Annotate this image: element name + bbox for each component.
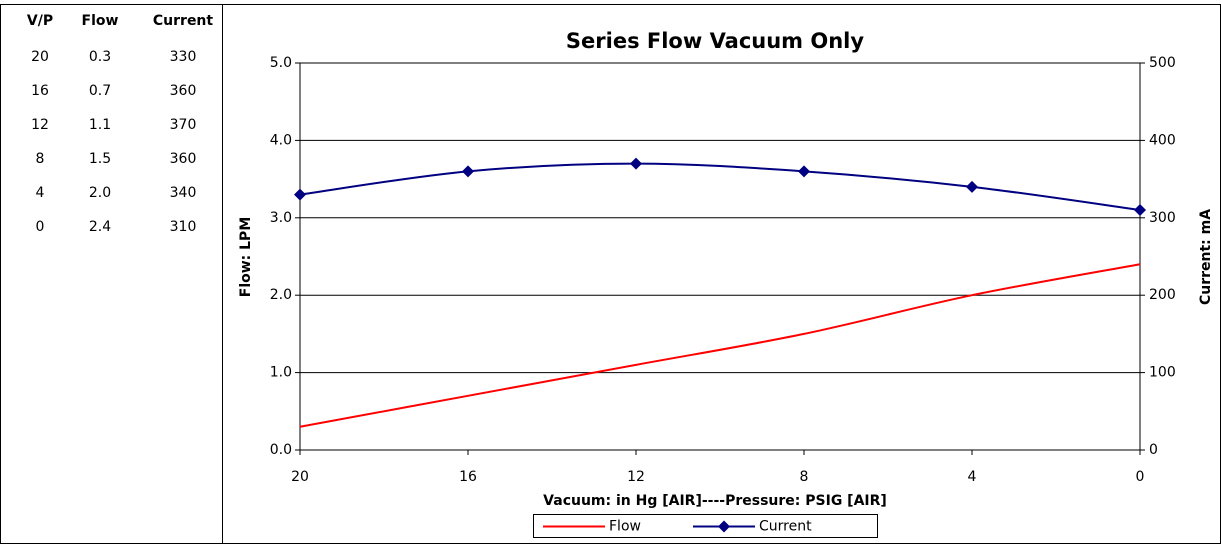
x-tick-label: 12 bbox=[627, 469, 645, 485]
table-cell: 0.7 bbox=[89, 83, 111, 99]
table-cell: 16 bbox=[31, 83, 49, 99]
x-tick-label: 8 bbox=[800, 469, 809, 485]
marker bbox=[966, 180, 978, 193]
x-tick-label: 4 bbox=[968, 469, 977, 485]
legend-marker bbox=[718, 520, 730, 533]
table-cell: 8 bbox=[36, 151, 45, 167]
y2-tick-label: 400 bbox=[1149, 132, 1176, 148]
marker bbox=[630, 157, 642, 170]
table-cell: 4 bbox=[36, 185, 45, 201]
table-header: Flow bbox=[82, 13, 119, 29]
table-header: Current bbox=[153, 13, 214, 29]
table-cell: 2.4 bbox=[89, 219, 111, 235]
marker bbox=[294, 188, 306, 201]
table-cell: 1.1 bbox=[89, 117, 111, 133]
y2-tick-label: 200 bbox=[1149, 287, 1176, 303]
y-tick-label: 5.0 bbox=[270, 55, 292, 71]
table-panel bbox=[0, 4, 223, 544]
marker bbox=[798, 165, 810, 178]
table-cell: 360 bbox=[170, 83, 197, 99]
y-tick-label: 3.0 bbox=[270, 210, 292, 226]
table-cell: 310 bbox=[170, 219, 197, 235]
table-cell: 360 bbox=[170, 151, 197, 167]
y-axis-title: Flow: LPM bbox=[238, 217, 254, 298]
table-cell: 0 bbox=[36, 219, 45, 235]
table-cell: 1.5 bbox=[89, 151, 111, 167]
table-cell: 2.0 bbox=[89, 185, 111, 201]
y-tick-label: 0.0 bbox=[270, 442, 292, 458]
y2-tick-label: 500 bbox=[1149, 55, 1176, 71]
table-cell: 330 bbox=[170, 49, 197, 65]
table-cell: 340 bbox=[170, 185, 197, 201]
legend-label: Current bbox=[759, 519, 812, 535]
chart-title: Series Flow Vacuum Only bbox=[566, 29, 864, 53]
x-axis-title: Vacuum: in Hg [AIR]----Pressure: PSIG [A… bbox=[543, 493, 887, 509]
table-cell: 370 bbox=[170, 117, 197, 133]
y2-tick-label: 0 bbox=[1149, 442, 1158, 458]
plot-border bbox=[299, 62, 1141, 451]
x-tick-label: 16 bbox=[459, 469, 477, 485]
table-cell: 0.3 bbox=[89, 49, 111, 65]
x-tick-label: 20 bbox=[291, 469, 309, 485]
table-cell: 12 bbox=[31, 117, 49, 133]
legend-label: Flow bbox=[609, 519, 641, 535]
y-tick-label: 1.0 bbox=[270, 365, 292, 381]
y-tick-label: 4.0 bbox=[270, 132, 292, 148]
y-tick-label: 2.0 bbox=[270, 287, 292, 303]
y2-axis-title: Current: mA bbox=[1198, 209, 1214, 305]
table-header: V/P bbox=[27, 13, 53, 29]
y2-tick-label: 100 bbox=[1149, 365, 1176, 381]
y2-tick-label: 300 bbox=[1149, 210, 1176, 226]
x-tick-label: 0 bbox=[1136, 469, 1145, 485]
chart-panel bbox=[222, 4, 1221, 544]
marker bbox=[462, 165, 474, 178]
series-line bbox=[299, 263, 1141, 428]
marker bbox=[1134, 204, 1146, 217]
series-line bbox=[299, 162, 1141, 212]
table-cell: 20 bbox=[31, 49, 49, 65]
